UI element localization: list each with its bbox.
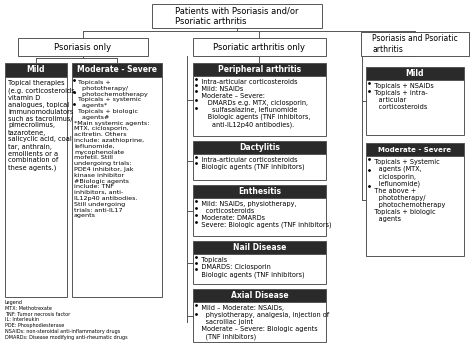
Bar [193, 141, 326, 154]
Bar [366, 143, 464, 156]
Bar [366, 80, 464, 135]
Bar [193, 302, 326, 342]
Bar [193, 38, 326, 56]
Text: Dactylitis: Dactylitis [239, 143, 280, 152]
Bar [18, 38, 148, 56]
Text: Mild: NSAIDs, physiotherapy,
     corticosteroids
   Moderate: DMARDs
   Severe:: Mild: NSAIDs, physiotherapy, corticoster… [195, 201, 331, 228]
Text: Topicals + Systemic
     agents (MTX,
     ciclosporin,
     leflunomide)
   The: Topicals + Systemic agents (MTX, ciclosp… [368, 159, 446, 222]
Text: Topical therapies
(e.g. corticosteroids,
vitamin D
analogues, topical
immunomodu: Topical therapies (e.g. corticosteroids,… [8, 80, 77, 171]
Text: Patients with Psoriasis and/or
Psoriatic arthritis: Patients with Psoriasis and/or Psoriatic… [175, 6, 299, 26]
Text: Nail Disease: Nail Disease [233, 243, 286, 252]
Text: Axial Disease: Axial Disease [231, 291, 288, 300]
Text: Mild: Mild [27, 65, 45, 74]
Text: Peripheral arthritis: Peripheral arthritis [218, 65, 301, 74]
Bar [193, 185, 326, 198]
Bar [193, 289, 326, 302]
Text: Mild – Moderate: NSAIDs,
     physiotherapy, analgesia, injection of
     sacroi: Mild – Moderate: NSAIDs, physiotherapy, … [195, 305, 329, 339]
Bar [193, 254, 326, 284]
Bar [72, 77, 162, 297]
Text: Intra-articular corticosteroids
   Biologic agents (TNF inhibitors): Intra-articular corticosteroids Biologic… [195, 157, 304, 171]
Bar [361, 32, 469, 56]
Text: Mild: Mild [406, 69, 424, 78]
Text: Psoriasis only: Psoriasis only [55, 43, 111, 52]
Bar [193, 76, 326, 136]
Text: Intra-articular corticosteroids
   Mild: NSAIDs
   Moderate – Severe:
      DMAR: Intra-articular corticosteroids Mild: NS… [195, 79, 310, 128]
Bar [193, 241, 326, 254]
Bar [5, 63, 67, 77]
Text: Psoriasis and Psoriatic
arthritis: Psoriasis and Psoriatic arthritis [372, 34, 458, 54]
Text: Legend
MTX: Methotrexate
TNF: Tumor necrosis factor
IL: Interleukin
PDE: Phospho: Legend MTX: Methotrexate TNF: Tumor necr… [5, 300, 128, 340]
Bar [5, 77, 67, 297]
Text: Psoriatic arthritis only: Psoriatic arthritis only [213, 43, 306, 52]
Text: Moderate - Severe: Moderate - Severe [378, 146, 452, 153]
Bar [366, 156, 464, 256]
Bar [72, 63, 162, 77]
Text: Topicals +
    phototherapy/
    photochemotherapy
  Topicals + systemic
    age: Topicals + phototherapy/ photochemothera… [74, 80, 149, 218]
Text: Topicals + NSAIDs
   Topicals + intra-
     articular
     corticosteroids: Topicals + NSAIDs Topicals + intra- arti… [368, 83, 434, 110]
Text: Enthesitis: Enthesitis [238, 187, 281, 196]
Text: Moderate - Severe: Moderate - Severe [77, 65, 157, 74]
Bar [193, 154, 326, 180]
Bar [366, 67, 464, 80]
Bar [193, 198, 326, 236]
Bar [152, 4, 322, 28]
Text: Topicals
   DMARDS: Ciclosporin
   Biologic agents (TNF inhibitors): Topicals DMARDS: Ciclosporin Biologic ag… [195, 257, 304, 277]
Bar [193, 63, 326, 76]
